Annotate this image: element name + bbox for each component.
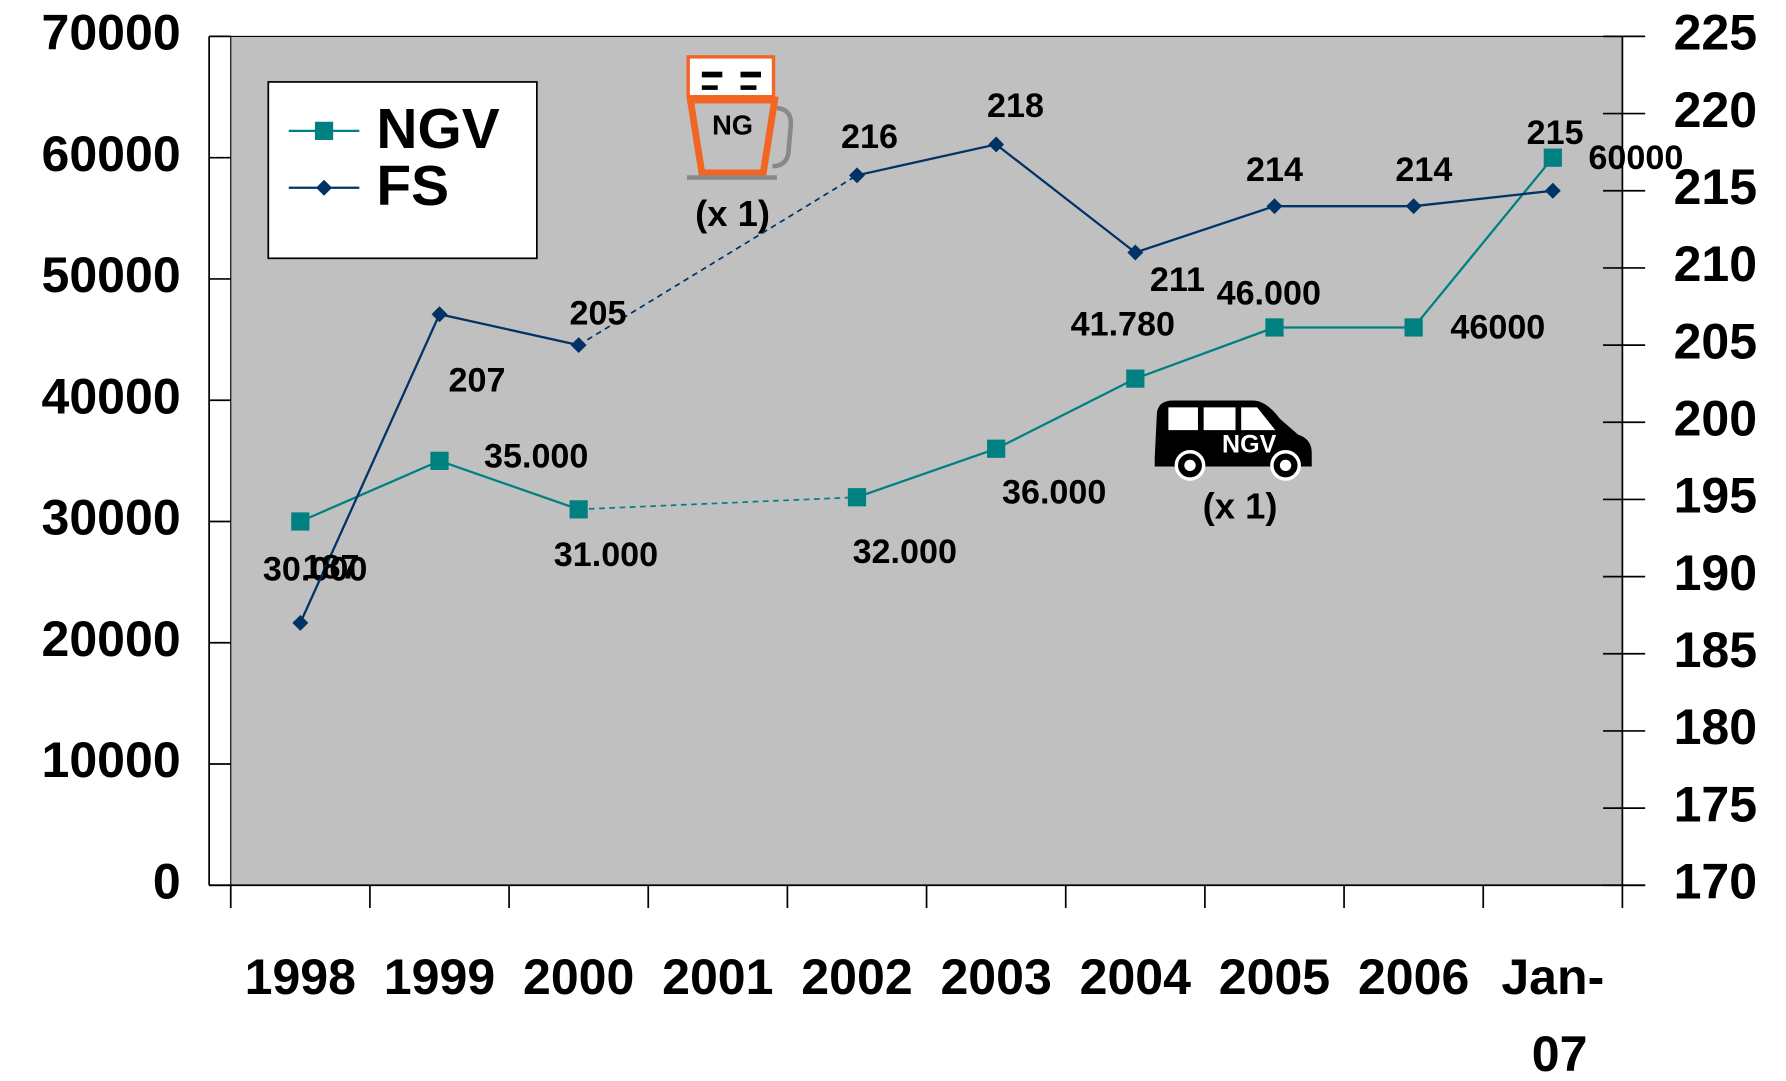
y2-tick-label: 185 (1674, 622, 1758, 678)
annotation: (x 1) (695, 193, 770, 234)
data-label: 218 (987, 87, 1044, 125)
data-label: 187 (303, 548, 360, 586)
x-tick-label: 1999 (384, 949, 495, 1005)
point (1544, 182, 1561, 199)
y2-tick-label: 195 (1674, 468, 1758, 524)
y-tick-label: 10000 (42, 732, 181, 788)
y-tick-label: 40000 (42, 368, 181, 424)
gap-connector (578, 174, 858, 346)
data-label: 216 (841, 118, 898, 156)
data-label: 41.780 (1071, 305, 1175, 343)
y-tick-label: 0 (153, 854, 181, 910)
annotation: (x 1) (1203, 485, 1278, 526)
x-tick-label: 2001 (662, 949, 773, 1005)
point (1405, 198, 1422, 215)
y2-tick-label: 175 (1674, 776, 1758, 832)
data-label: 30.000 (263, 551, 367, 589)
legend-label: NGV (376, 97, 499, 161)
van-icon (1154, 400, 1312, 481)
x-tick-label-part: Jan- (1501, 949, 1604, 1005)
y-tick-label: 50000 (42, 247, 181, 303)
gap-connector (578, 496, 858, 511)
point (292, 614, 309, 631)
data-label: 215 (1527, 114, 1584, 152)
legend-label: FS (376, 154, 449, 218)
data-label: 31.000 (554, 536, 658, 574)
point (1266, 198, 1283, 215)
y2-tick-label: 220 (1674, 82, 1758, 138)
series-line (856, 143, 1553, 254)
y-tick-label: 60000 (42, 126, 181, 182)
y2-tick-label: 205 (1674, 313, 1758, 369)
y2-tick-label: 200 (1674, 390, 1758, 446)
point (291, 512, 310, 531)
point (1126, 369, 1145, 388)
point (1543, 148, 1562, 167)
data-label: 205 (570, 295, 627, 333)
y-tick-label: 70000 (42, 5, 181, 61)
point (1265, 318, 1284, 337)
series-line (856, 156, 1554, 499)
x-tick-label: 2006 (1358, 949, 1469, 1005)
pump-icon (686, 55, 794, 180)
y2-tick-label: 170 (1674, 854, 1758, 910)
point (431, 306, 448, 323)
point (569, 500, 588, 519)
y-tick-label: 30000 (42, 490, 181, 546)
point (316, 179, 333, 196)
y2-tick-label: 215 (1674, 159, 1758, 215)
point (987, 439, 1006, 458)
data-label: 46000 (1450, 309, 1545, 347)
x-tick-label: 2004 (1080, 949, 1192, 1005)
pump-label: NG (712, 110, 753, 141)
y2-tick-label: 190 (1674, 545, 1758, 601)
point (430, 451, 449, 470)
data-label: 214 (1246, 151, 1303, 189)
data-label: 32.000 (853, 533, 957, 571)
x-tick-label: 2002 (801, 949, 912, 1005)
data-label: 207 (449, 362, 506, 400)
point (314, 121, 334, 140)
y2-tick-label: 180 (1674, 699, 1758, 755)
point (570, 337, 587, 354)
x-tick-label: 2003 (940, 949, 1051, 1005)
van-label: NGV (1222, 431, 1277, 459)
legend-box (267, 81, 538, 260)
x-tick-label-part: 07 (1532, 1026, 1588, 1081)
x-tick-label: 1998 (245, 949, 356, 1005)
y2-tick-label: 210 (1674, 236, 1758, 292)
data-label: 214 (1395, 151, 1452, 189)
x-tick-label: Jan- 07 (1501, 949, 1604, 1081)
y2-tick-label: 225 (1674, 5, 1758, 61)
data-label: 60000 (1588, 139, 1683, 177)
data-label: 46.000 (1217, 275, 1321, 313)
data-label: 36.000 (1002, 473, 1106, 511)
data-label: 35.000 (484, 438, 588, 476)
point (1404, 318, 1423, 337)
y-tick-label: 20000 (42, 611, 181, 667)
x-tick-label: 2000 (523, 949, 634, 1005)
point (847, 488, 867, 507)
x-tick-label: 2005 (1219, 949, 1330, 1005)
data-label: 211 (1150, 261, 1205, 299)
